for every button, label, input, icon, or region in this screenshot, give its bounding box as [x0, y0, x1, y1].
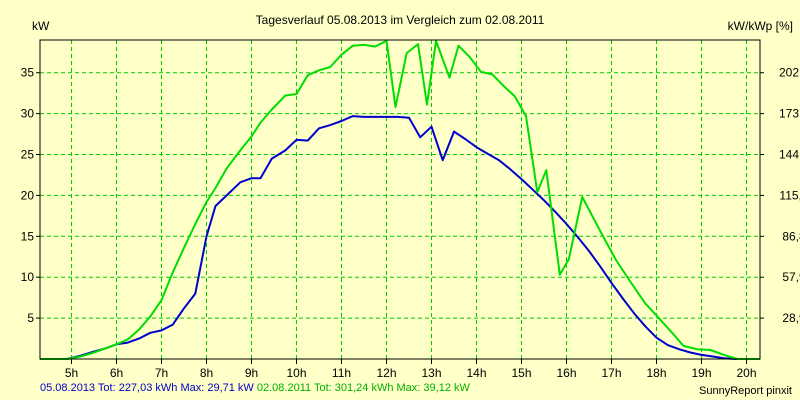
- y-left-tick-label: 25: [21, 148, 35, 162]
- x-tick-label: 9h: [245, 366, 258, 380]
- x-tick-label: 11h: [332, 366, 351, 380]
- grid: [40, 40, 760, 359]
- y-right-tick-label: 202,5: [779, 66, 800, 80]
- series-line-1: [40, 115, 760, 360]
- y-axis-right-label: kW/kWp [%]: [728, 19, 793, 33]
- x-tick-label: 20h: [736, 366, 756, 380]
- ticks: 5h 6h 7h 8h 9h 10h 11h 12h 13h 14h 15h 16h 17h 18h 19h…: [21, 66, 800, 380]
- y-left-tick-label: 20: [21, 188, 35, 202]
- series2-summary: 02.08.2011 Tot: 301,24 kWh Max: 39,12 kW: [256, 382, 470, 394]
- x-tick-label: 6h: [110, 366, 123, 380]
- x-tick-label: 12h: [376, 366, 396, 380]
- x-tick-label: 13h: [421, 366, 441, 380]
- x-tick-label: 5h: [65, 366, 78, 380]
- credit-text: SunnyReport pinxit: [699, 385, 792, 397]
- y-right-tick-label: 28,9: [782, 311, 800, 325]
- footer-summary: 05.08.2013 Tot: 227,03 kWh Max: 29,71 kW…: [40, 382, 470, 394]
- x-tick-label: 10h: [286, 366, 306, 380]
- x-tick-label: 17h: [601, 366, 621, 380]
- y-left-tick-label: 10: [21, 270, 35, 284]
- x-tick-label: 14h: [466, 366, 486, 380]
- y-right-tick-label: 86,8: [782, 229, 800, 243]
- y-left-tick-label: 5: [27, 311, 34, 325]
- x-tick-label: 19h: [691, 366, 711, 380]
- plot-frame: [39, 39, 761, 360]
- series-line-2: [40, 39, 760, 360]
- x-tick-label: 16h: [556, 366, 576, 380]
- y-right-tick-label: 57,9: [782, 270, 800, 284]
- y-left-tick-label: 15: [21, 229, 35, 243]
- series-layer: [40, 39, 760, 360]
- x-tick-label: 18h: [646, 366, 666, 380]
- y-right-tick-label: 144,7: [779, 148, 800, 162]
- y-left-tick-label: 35: [21, 66, 35, 80]
- y-right-tick-label: 115,7: [779, 188, 800, 202]
- series1-summary: 05.08.2013 Tot: 227,03 kWh Max: 29,71 kW: [40, 382, 254, 394]
- y-left-tick-label: 30: [21, 107, 35, 121]
- x-tick-label: 7h: [155, 366, 168, 380]
- x-tick-label: 8h: [200, 366, 213, 380]
- y-axis-left-label: kW: [32, 19, 50, 33]
- y-right-tick-label: 173,6: [779, 107, 800, 121]
- chart-title: Tagesverlauf 05.08.2013 im Vergleich zum…: [256, 13, 545, 27]
- x-tick-label: 15h: [511, 366, 531, 380]
